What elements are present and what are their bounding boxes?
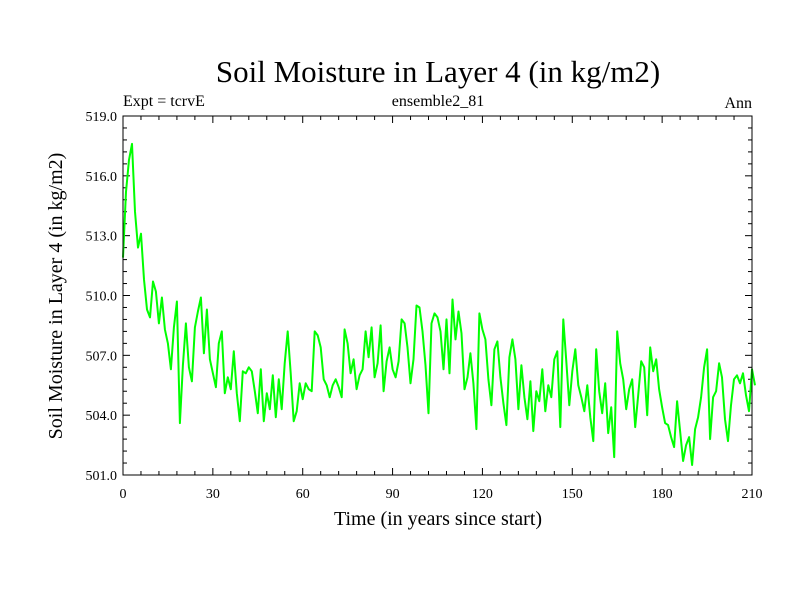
plot-frame [122, 115, 753, 476]
x-tick-label: 60 [296, 487, 310, 502]
x-tick-label: 180 [652, 487, 673, 502]
y-tick-label: 519.0 [86, 110, 118, 125]
x-tick-label: 30 [206, 487, 220, 502]
y-tick-label: 516.0 [86, 170, 118, 185]
y-tick-label: 507.0 [86, 349, 118, 364]
y-tick-label: 510.0 [86, 290, 118, 305]
y-axis-label: Soil Moisture in Layer 4 (in kg/m2) [45, 153, 67, 440]
y-tick-label: 501.0 [86, 469, 118, 484]
y-tick-label: 513.0 [86, 230, 118, 245]
x-tick-label: 0 [120, 487, 127, 502]
subtitle-center: ensemble2_81 [392, 93, 484, 110]
x-tick-label: 90 [386, 487, 400, 502]
chart-title: Soil Moisture in Layer 4 (in kg/m2) [216, 54, 660, 89]
x-tick-label: 120 [472, 487, 493, 502]
x-axis-label: Time (in years since start) [334, 508, 542, 530]
x-tick-label: 210 [742, 487, 763, 502]
y-tick-label: 504.0 [86, 409, 118, 424]
x-tick-label: 150 [562, 487, 583, 502]
subtitle-left: Expt = tcrvE [123, 93, 205, 110]
series-line-soil-moisture [122, 142, 756, 466]
subtitle-right: Ann [724, 95, 752, 112]
